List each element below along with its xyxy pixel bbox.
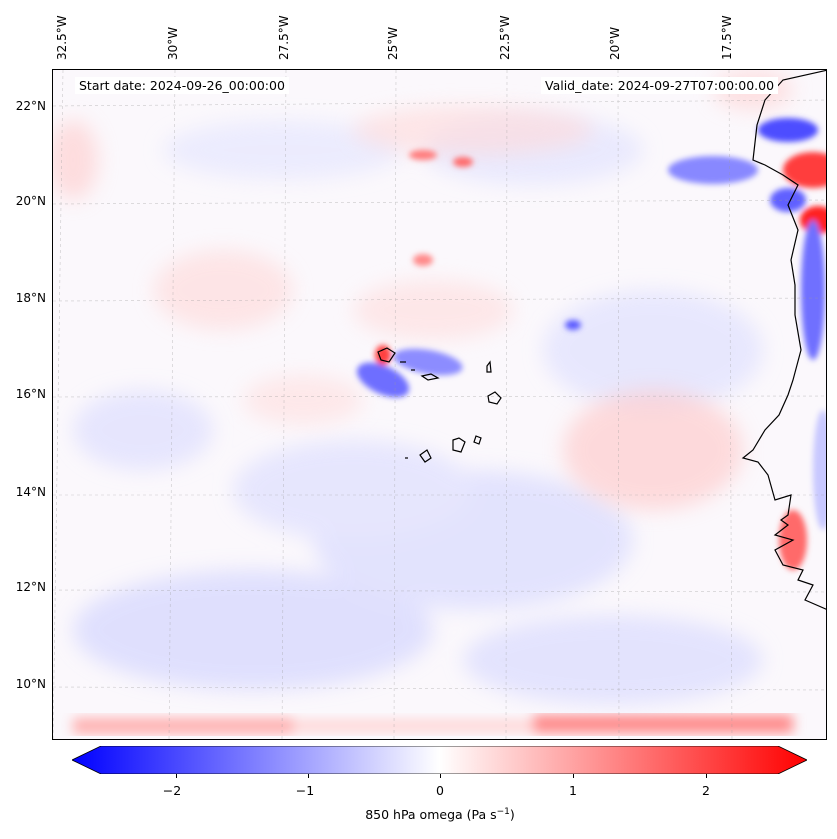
ascent-region-red	[53, 70, 793, 510]
coastline-africa	[741, 70, 826, 610]
lat-label-12n: 12°N	[15, 580, 46, 594]
lon-label-27-5w: 27.5°W	[277, 15, 291, 60]
lat-label-22n: 22°N	[15, 99, 46, 113]
omega-field-map	[53, 70, 826, 739]
start-date-label: Start date: 2024-09-26_00:00:00	[75, 77, 289, 94]
map-panel	[52, 69, 827, 740]
colorbar-title-end: )	[509, 807, 515, 823]
lon-label-25w: 25°W	[386, 26, 400, 60]
lat-label-18n: 18°N	[15, 291, 46, 305]
cb-tick-label-2: 2	[702, 783, 710, 798]
colorbar	[71, 745, 808, 775]
valid-date-label: Valid_date: 2024-09-27T07:00:00.00	[541, 77, 779, 94]
colorbar-svg	[71, 745, 808, 775]
cape-verde-islands	[377, 347, 502, 463]
southern-boundary-band	[73, 715, 793, 734]
colorbar-title: 850 hPa omega (Pa s−1)	[0, 807, 837, 822]
colorbar-title-text: 850 hPa omega (Pa s	[365, 807, 497, 823]
lat-label-10n: 10°N	[15, 677, 46, 691]
cb-tick-label-neg1: −1	[295, 783, 315, 798]
lon-label-32-5w: 32.5°W	[55, 15, 69, 60]
cb-tick-label-neg2: −2	[162, 783, 182, 798]
colorbar-title-exponent: −1	[496, 807, 510, 817]
lon-label-17-5w: 17.5°W	[720, 15, 734, 60]
lat-label-16n: 16°N	[15, 387, 46, 401]
lon-label-20w: 20°W	[608, 26, 622, 60]
cb-tick-mark-neg2	[176, 774, 177, 778]
gridlines	[53, 70, 826, 739]
coastal-features	[758, 118, 826, 570]
cb-tick-label-1: 1	[569, 783, 577, 798]
lat-label-20n: 20°N	[15, 194, 46, 208]
colorbar-bar	[71, 745, 808, 775]
lon-label-22-5w: 22.5°W	[498, 15, 512, 60]
lon-label-30w: 30°W	[166, 26, 180, 60]
lat-label-14n: 14°N	[15, 485, 46, 499]
cb-tick-mark-1	[573, 774, 574, 778]
cb-tick-mark-neg1	[308, 774, 309, 778]
cb-tick-label-0: 0	[436, 783, 444, 798]
cb-tick-mark-0	[440, 774, 441, 778]
strong-features	[356, 150, 758, 398]
cb-tick-mark-2	[706, 774, 707, 778]
